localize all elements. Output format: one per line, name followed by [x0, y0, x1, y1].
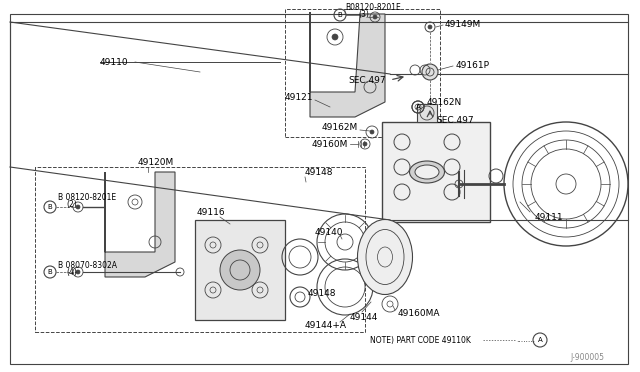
Text: NOTE) PART CODE 49110K: NOTE) PART CODE 49110K	[370, 336, 471, 344]
Text: A: A	[538, 337, 542, 343]
Text: 49144+A: 49144+A	[305, 321, 347, 330]
Text: 49110: 49110	[100, 58, 129, 67]
Circle shape	[220, 250, 260, 290]
Text: 49148: 49148	[305, 167, 333, 176]
Ellipse shape	[358, 219, 413, 295]
Polygon shape	[310, 12, 385, 117]
Text: B08120-8201E: B08120-8201E	[345, 3, 401, 12]
Text: 49162M: 49162M	[322, 122, 358, 131]
Bar	[285, 9, 440, 137]
Circle shape	[428, 25, 432, 29]
Text: J-900005: J-900005	[570, 353, 604, 362]
Bar	[35, 167, 365, 332]
Text: 49149M: 49149M	[445, 19, 481, 29]
Polygon shape	[105, 172, 175, 277]
Circle shape	[370, 130, 374, 134]
Bar	[417, 104, 437, 122]
Circle shape	[332, 34, 338, 40]
Circle shape	[373, 15, 377, 19]
Text: (4): (4)	[66, 267, 77, 276]
Text: 49120M: 49120M	[138, 157, 174, 167]
Bar	[382, 122, 490, 222]
Text: SEC.497: SEC.497	[348, 76, 386, 84]
Text: B: B	[338, 12, 342, 18]
Text: 49140: 49140	[315, 228, 344, 237]
Text: B 08070-8302A: B 08070-8302A	[58, 260, 117, 269]
Text: 49160MA: 49160MA	[398, 310, 440, 318]
Circle shape	[76, 205, 80, 209]
Ellipse shape	[410, 161, 445, 183]
Text: (2): (2)	[66, 199, 77, 208]
Bar	[195, 220, 285, 320]
Text: A: A	[415, 104, 420, 110]
Text: 49162N: 49162N	[427, 97, 462, 106]
Text: 49161P: 49161P	[456, 61, 490, 70]
Ellipse shape	[415, 165, 439, 179]
Text: ........: ........	[516, 336, 535, 344]
Text: 49148: 49148	[308, 289, 337, 298]
Circle shape	[363, 142, 367, 146]
Text: (3): (3)	[358, 10, 369, 19]
Text: 49144: 49144	[350, 312, 378, 321]
Circle shape	[422, 64, 438, 80]
Text: 49160M: 49160M	[312, 140, 348, 148]
Text: 49116: 49116	[197, 208, 226, 217]
Text: B 08120-8201E: B 08120-8201E	[58, 192, 116, 202]
Circle shape	[76, 270, 80, 274]
Text: B: B	[47, 204, 52, 210]
Text: 49111: 49111	[535, 212, 564, 221]
Text: B: B	[47, 269, 52, 275]
Text: SEC.497: SEC.497	[436, 115, 474, 125]
Text: 49121: 49121	[285, 93, 314, 102]
